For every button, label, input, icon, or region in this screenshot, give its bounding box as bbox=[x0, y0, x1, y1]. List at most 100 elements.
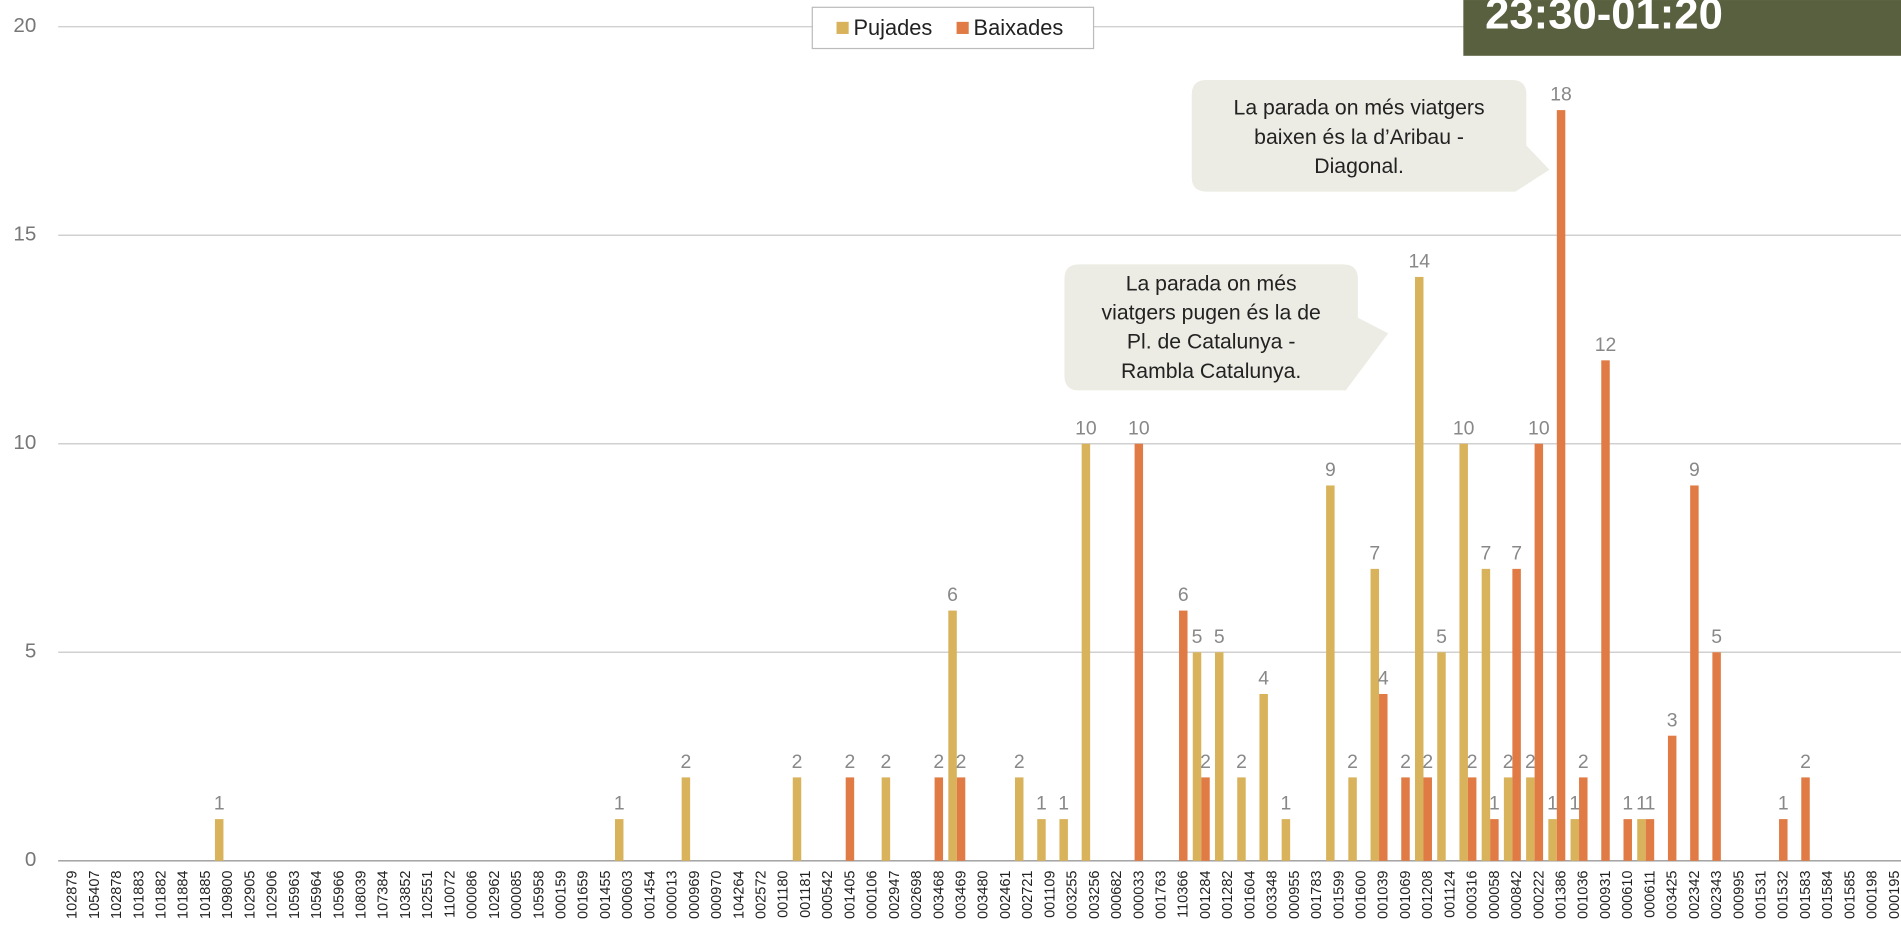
x-tick-label: 002342 bbox=[1687, 871, 1703, 920]
data-label: 1 bbox=[1569, 793, 1580, 815]
bar bbox=[1201, 777, 1210, 861]
x-tick-label: 102551 bbox=[420, 871, 436, 920]
x-tick-label: 105966 bbox=[331, 871, 347, 920]
data-label: 14 bbox=[1408, 251, 1430, 273]
x-tick-label: 000682 bbox=[1109, 871, 1125, 920]
bar bbox=[1348, 777, 1357, 861]
data-label: 2 bbox=[1014, 751, 1025, 773]
y-tick-label: 10 bbox=[13, 431, 36, 454]
x-tick-label: 001455 bbox=[598, 871, 614, 920]
annotation-text: Pl. de Catalunya - bbox=[1127, 331, 1296, 354]
x-tick-label: 103852 bbox=[398, 871, 414, 920]
x-tick-label: 000195 bbox=[1887, 871, 1901, 920]
bar bbox=[1379, 693, 1388, 861]
bar bbox=[1059, 819, 1068, 861]
x-tick-label: 001604 bbox=[1242, 871, 1258, 920]
bar bbox=[1556, 110, 1566, 861]
y-tick-label: 15 bbox=[13, 223, 36, 246]
data-label: 1 bbox=[1058, 793, 1069, 815]
data-label: 1 bbox=[1547, 793, 1558, 815]
bar bbox=[1467, 777, 1477, 861]
x-tick-label: 102906 bbox=[265, 871, 281, 920]
data-label: 3 bbox=[1667, 709, 1678, 731]
data-label: 7 bbox=[1369, 542, 1380, 564]
x-tick-label: 001208 bbox=[1420, 871, 1436, 920]
data-label: 1 bbox=[1489, 793, 1500, 815]
x-tick-label: 002572 bbox=[753, 871, 769, 920]
x-tick-label: 001181 bbox=[798, 871, 814, 918]
data-label: 2 bbox=[1525, 751, 1536, 773]
data-label: 2 bbox=[1200, 751, 1211, 773]
x-tick-label: 000085 bbox=[509, 871, 525, 920]
bar bbox=[1481, 568, 1491, 861]
x-tick-label: 001531 bbox=[1754, 871, 1770, 920]
bar bbox=[1712, 652, 1721, 861]
callout bbox=[1191, 80, 1550, 192]
x-tick-label: 003256 bbox=[1087, 871, 1103, 920]
bar bbox=[1459, 443, 1468, 861]
x-tick-label: 001584 bbox=[1820, 871, 1836, 920]
data-label: 4 bbox=[1378, 668, 1389, 690]
x-tick-label: 001180 bbox=[776, 871, 792, 918]
legend-key bbox=[956, 21, 969, 34]
x-tick-label: 105964 bbox=[309, 871, 325, 920]
data-label: 2 bbox=[845, 751, 856, 773]
bar bbox=[1667, 735, 1677, 861]
bar bbox=[1414, 276, 1424, 861]
data-label: 10 bbox=[1128, 417, 1150, 439]
bar bbox=[1623, 819, 1632, 861]
data-label: 1 bbox=[1778, 793, 1789, 815]
bar bbox=[948, 610, 957, 861]
x-tick-label: 000033 bbox=[1131, 871, 1147, 920]
x-tick-label: 000086 bbox=[465, 871, 481, 920]
data-label: 2 bbox=[933, 751, 944, 773]
y-tick-label: 5 bbox=[25, 640, 36, 663]
x-tick-label: 002947 bbox=[887, 871, 903, 920]
x-tick-label: 003469 bbox=[953, 871, 969, 920]
bar bbox=[214, 819, 224, 861]
annotation-text: Diagonal. bbox=[1314, 155, 1404, 178]
x-tick-label: 003255 bbox=[1065, 871, 1081, 920]
data-label: 1 bbox=[1645, 793, 1656, 815]
data-label: 1 bbox=[1622, 793, 1633, 815]
x-tick-label: 000159 bbox=[553, 871, 569, 920]
bar bbox=[956, 777, 966, 861]
data-label: 10 bbox=[1075, 417, 1097, 439]
x-tick-label: 001284 bbox=[1198, 871, 1214, 920]
bar bbox=[1437, 652, 1446, 861]
callout bbox=[1064, 264, 1389, 391]
bar bbox=[1281, 819, 1291, 861]
x-tick-label: 105958 bbox=[531, 871, 547, 920]
bar bbox=[1081, 443, 1091, 861]
x-tick-label: 000931 bbox=[1598, 871, 1614, 920]
data-label: 7 bbox=[1481, 542, 1492, 564]
bar bbox=[1779, 819, 1788, 861]
x-tick-label: 101883 bbox=[131, 871, 147, 920]
bar bbox=[1512, 568, 1521, 861]
data-label: 9 bbox=[1689, 459, 1700, 481]
data-label: 12 bbox=[1595, 334, 1617, 356]
bar bbox=[1503, 777, 1513, 861]
x-tick-label: 000611 bbox=[1642, 871, 1658, 918]
bar bbox=[1214, 652, 1224, 861]
x-tick-label: 102878 bbox=[109, 871, 125, 920]
x-tick-label: 102962 bbox=[487, 871, 503, 920]
bar bbox=[1326, 485, 1335, 861]
bar bbox=[1192, 652, 1202, 861]
data-label: 5 bbox=[1214, 626, 1225, 648]
x-tick-label: 001069 bbox=[1398, 871, 1414, 920]
x-tick-label: 001109 bbox=[1042, 871, 1058, 918]
bar bbox=[1259, 693, 1268, 861]
legend bbox=[811, 6, 1095, 50]
x-tick-label: 000106 bbox=[865, 871, 881, 920]
x-tick-label: 001039 bbox=[1376, 871, 1392, 920]
bar bbox=[614, 819, 624, 861]
data-label: 2 bbox=[1422, 751, 1433, 773]
x-tick-label: 003468 bbox=[931, 871, 947, 920]
bar bbox=[1014, 777, 1024, 861]
x-tick-label: 002461 bbox=[998, 871, 1014, 920]
bar bbox=[1534, 443, 1544, 861]
data-label: 6 bbox=[947, 584, 958, 606]
x-tick-label: 105963 bbox=[287, 871, 303, 920]
